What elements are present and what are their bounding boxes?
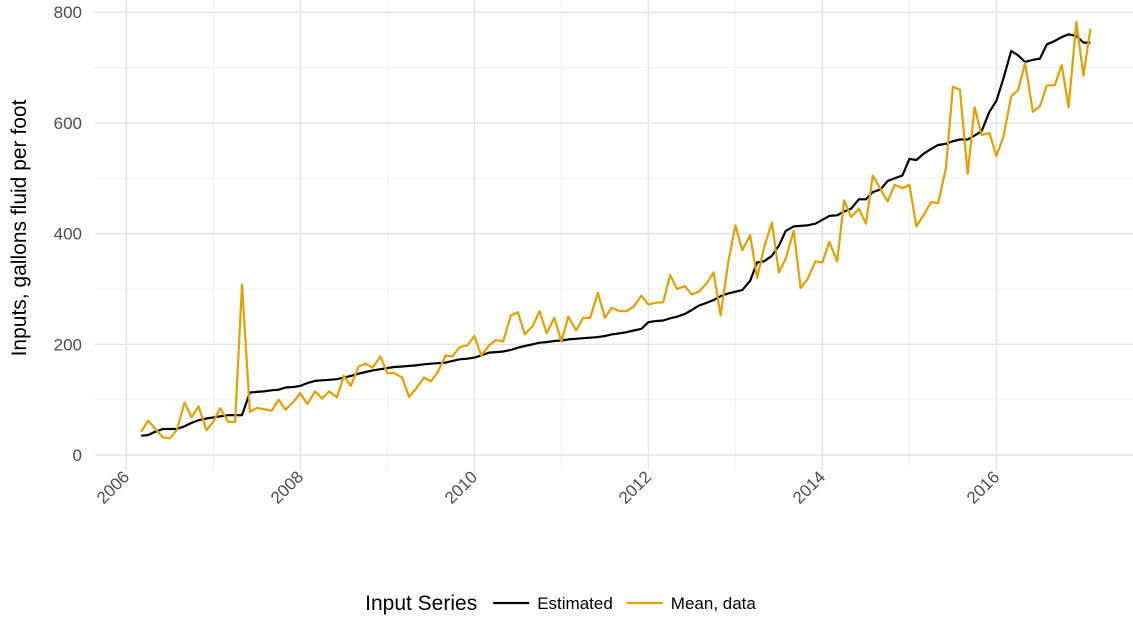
legend-title: Input Series <box>365 592 477 615</box>
legend-label: Mean, data <box>671 594 757 613</box>
y-tick-label: 800 <box>54 3 82 22</box>
data-line <box>141 33 1091 437</box>
x-tick-label: 2016 <box>963 467 1003 507</box>
data-line <box>140 20 1092 440</box>
y-axis-title: Inputs, gallons fluid per foot <box>8 99 31 356</box>
x-tick-label: 2006 <box>93 467 133 507</box>
y-tick-label: 400 <box>54 225 82 244</box>
x-tick-label: 2010 <box>441 467 481 507</box>
x-tick-label: 2012 <box>615 467 655 507</box>
y-tick-label: 600 <box>54 114 82 133</box>
y-tick-label: 0 <box>73 446 82 465</box>
x-tick-label: 2014 <box>789 467 829 507</box>
x-tick-label: 2008 <box>267 467 307 507</box>
y-tick-label: 200 <box>54 335 82 354</box>
legend-label: Estimated <box>537 594 613 613</box>
